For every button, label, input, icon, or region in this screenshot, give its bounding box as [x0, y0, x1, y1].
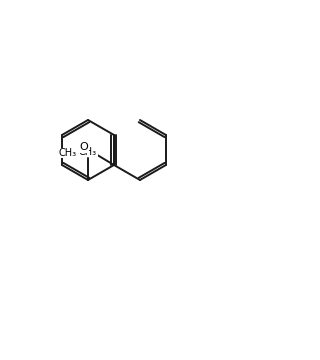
Text: O: O — [80, 142, 88, 152]
Text: CH₃: CH₃ — [59, 148, 77, 158]
Text: CH₃: CH₃ — [79, 147, 97, 157]
